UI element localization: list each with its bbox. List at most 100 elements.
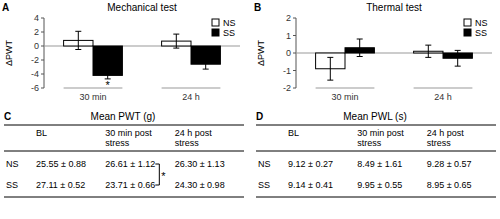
annotation: * (106, 79, 111, 91)
table-cell: 8.95 ± 0.65 (427, 180, 472, 190)
x-tick-label: 24 h (434, 92, 452, 102)
title: Mean PWL (s) (343, 111, 407, 122)
legend-swatch (212, 19, 219, 26)
error-bar (327, 57, 333, 80)
table-panel: CMean PWT (g)BL30 min poststress24 h pos… (4, 111, 244, 197)
y-tick-label: -2 (31, 55, 39, 65)
column-header: 24 h poststress (175, 128, 213, 148)
bar (93, 46, 122, 75)
x-tick-label: 30 min (79, 92, 106, 102)
row-label: SS (6, 180, 18, 190)
column-header: 30 min poststress (357, 128, 404, 148)
legend-swatch (212, 29, 219, 36)
rule-top (4, 125, 244, 126)
table-cell: 27.11 ± 0.52 (36, 180, 85, 190)
y-tick-label: -4 (31, 69, 39, 79)
header-line: stress (357, 138, 382, 148)
panel-label: D (256, 111, 263, 122)
background (0, 0, 500, 219)
y-tick-label: 0 (286, 48, 291, 58)
header-line: stress (427, 138, 452, 148)
figure: AMechanical testΔPWT-6-4-202430 min24 h*… (0, 0, 500, 219)
group-baseline (162, 88, 221, 89)
group-baseline (316, 88, 375, 89)
rule-top (256, 125, 496, 126)
y-tick (293, 70, 296, 71)
table-panel: DMean PWL (s)BL30 min poststress24 h pos… (256, 111, 496, 197)
header-line: BL (36, 128, 47, 138)
error-bar (425, 45, 431, 57)
legend-label: SS (475, 28, 487, 38)
y-tick (41, 32, 44, 33)
header-line: 30 min post (105, 128, 152, 138)
group-baseline (414, 88, 473, 89)
panel-label: C (4, 111, 11, 122)
legend-swatch (464, 29, 471, 36)
y-axis-label: ΔPWT (4, 39, 14, 66)
y-tick-label: -1 (283, 66, 291, 76)
panel-label: A (2, 2, 9, 13)
table-cell: 25.55 ± 0.88 (36, 159, 86, 169)
group-baseline (64, 88, 123, 89)
rule-bottom (4, 197, 244, 198)
column-header: 24 h poststress (427, 128, 465, 148)
y-tick (293, 88, 296, 89)
legend-label: SS (223, 28, 235, 38)
annotation: * (161, 170, 166, 182)
title: Mechanical test (107, 2, 177, 13)
error-bar (455, 50, 461, 66)
header-line: 24 h post (427, 128, 465, 138)
title: Thermal test (366, 2, 422, 13)
rule-bottom (256, 197, 496, 198)
header-line: 30 min post (357, 128, 404, 138)
y-tick-label: -6 (31, 83, 39, 93)
y-axis-label: ΔPWT (256, 39, 266, 66)
header-line: BL (288, 128, 299, 138)
panel-label: B (254, 2, 261, 13)
y-tick-label: -2 (283, 83, 291, 93)
table-cell: 9.14 ± 0.41 (288, 180, 333, 190)
table-cell: 26.30 ± 1.13 (175, 159, 225, 169)
table-cell: 26.61 ± 1.12 (105, 159, 155, 169)
table-cell: 9.12 ± 0.27 (288, 159, 333, 169)
bar-panel: B Thermal test ΔPWT -2 -1 0 1 2 30 min 24 h NSSS (254, 2, 492, 102)
error-bar (105, 72, 111, 79)
rule-mid (4, 151, 244, 152)
header-line: stress (105, 138, 130, 148)
legend: NSSS (464, 18, 488, 38)
y-tick (41, 60, 44, 61)
x-tick-label: 30 min (331, 92, 358, 102)
y-tick-label: 0 (34, 41, 39, 51)
header-line: stress (175, 138, 200, 148)
y-tick-label: 2 (34, 27, 39, 37)
header-line: 24 h post (175, 128, 213, 138)
y-axis-line (44, 18, 45, 88)
row-label: NS (258, 159, 271, 169)
rule-mid (256, 151, 496, 152)
table-cell: 9.28 ± 0.57 (427, 159, 472, 169)
y-tick-label: 2 (286, 13, 291, 23)
y-tick-label: 1 (286, 31, 291, 41)
title: Mean PWT (g) (91, 111, 156, 122)
y-tick (293, 53, 296, 54)
legend: NSSS (212, 18, 236, 38)
row-label: NS (6, 159, 19, 169)
legend-label: NS (223, 18, 236, 28)
error-bar (357, 39, 363, 57)
row-label: SS (258, 180, 270, 190)
marks (64, 31, 221, 79)
column-header: BL (36, 128, 47, 138)
table-cell: 24.30 ± 0.98 (175, 180, 225, 190)
bar-panel: AMechanical testΔPWT-6-4-202430 min24 h*… (2, 2, 240, 102)
x-tick-label: 24 h (182, 92, 200, 102)
table-cell: 8.49 ± 1.61 (357, 159, 402, 169)
legend-label: NS (475, 18, 488, 28)
column-header: 30 min poststress (105, 128, 152, 148)
error-bar (173, 34, 179, 48)
y-tick (41, 88, 44, 89)
y-tick (41, 74, 44, 75)
legend-swatch (464, 19, 471, 26)
error-bar (75, 31, 81, 49)
marks (316, 39, 473, 80)
table-cell: 23.71 ± 0.66 (105, 180, 155, 190)
